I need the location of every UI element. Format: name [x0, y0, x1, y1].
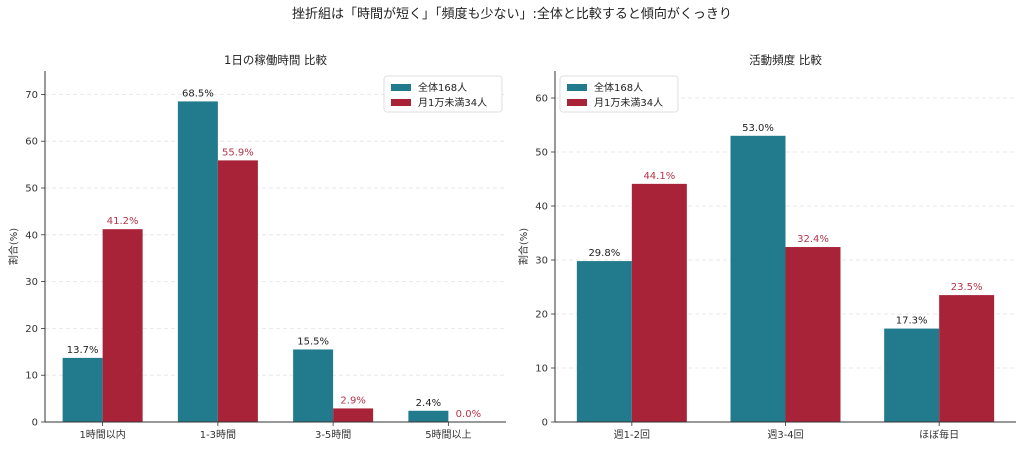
data-label: 23.5% [951, 282, 983, 293]
legend-label: 月1万未満34人 [418, 97, 487, 109]
bar-low-2 [939, 295, 995, 422]
legend-swatch [567, 84, 587, 91]
x-tick-label: 1-3時間 [200, 429, 236, 441]
legend-swatch [391, 84, 411, 91]
data-label: 13.7% [67, 345, 99, 356]
bar-all-2 [293, 349, 334, 422]
legend-label: 全体168人 [594, 81, 643, 94]
data-label: 68.5% [182, 88, 214, 99]
x-tick-label: 1時間以内 [79, 428, 125, 441]
y-tick-label: 50 [535, 148, 548, 159]
bar-all-2 [884, 328, 940, 422]
chart-panel-work-hours: 1日の稼働時間 比較 0 10 20 30 40 50 60 70 割合(%) 13.7% 41.2%… [7, 53, 506, 441]
figure-suptitle: 挫折組は「時間が短く」「頻度も少ない」:全体と比較すると傾向がくっきり [292, 6, 732, 22]
bar-low-1 [785, 247, 841, 422]
panel-title: 1日の稼働時間 比較 [224, 53, 327, 67]
bar-all-0 [62, 357, 103, 422]
data-label: 2.9% [340, 395, 365, 406]
x-tick-label: 週1-2回 [614, 429, 650, 441]
x-tick-label: 3-5時間 [315, 429, 351, 441]
legend-box [383, 75, 503, 113]
data-label: 0.0% [456, 409, 481, 420]
x-tick-label: ほぼ毎日 [919, 428, 959, 441]
y-axis-label: 割合(%) [7, 228, 20, 265]
bar-all-1 [177, 101, 218, 423]
bar-low-0 [631, 183, 687, 422]
y-axis-label: 割合(%) [517, 228, 530, 265]
data-label: 55.9% [222, 147, 254, 158]
y-tick-label: 20 [535, 310, 548, 321]
legend-swatch [567, 99, 587, 106]
legend-label: 月1万未満34人 [594, 97, 663, 109]
y-tick-label: 30 [535, 256, 548, 267]
y-tick-label: 40 [535, 202, 548, 213]
x-tick-label: 週3-4回 [767, 429, 803, 441]
bar-all-3 [408, 410, 449, 422]
legend-label: 全体168人 [418, 81, 467, 94]
data-label: 44.1% [643, 171, 675, 182]
y-tick-label: 10 [535, 364, 548, 375]
y-tick-label: 0 [32, 418, 38, 429]
bar-low-2 [333, 408, 374, 422]
panel-title: 活動頻度 比較 [749, 53, 822, 67]
y-tick-label: 0 [542, 418, 548, 429]
bar-all-1 [730, 135, 786, 423]
data-label: 53.0% [742, 123, 774, 134]
y-tick-label: 50 [25, 184, 38, 195]
y-tick-label: 60 [535, 94, 548, 105]
bar-low-0 [102, 229, 143, 422]
bar-low-1 [217, 160, 258, 422]
data-label: 32.4% [797, 234, 829, 245]
y-tick-label: 40 [25, 230, 38, 241]
chart-panel-activity-frequency: 活動頻度 比較 0 10 20 30 40 50 60 割合(%) 29.8% 44.1% 週1-2回… [517, 53, 1016, 441]
y-tick-label: 10 [25, 371, 38, 382]
data-label: 2.4% [416, 398, 441, 409]
data-label: 41.2% [107, 216, 139, 227]
legend-box [559, 75, 679, 113]
bar-all-0 [576, 261, 632, 422]
data-label: 29.8% [588, 248, 620, 259]
data-label: 15.5% [297, 336, 329, 347]
legend-swatch [391, 99, 411, 106]
x-tick-label: 5時間以上 [425, 429, 471, 441]
y-tick-label: 20 [25, 324, 38, 335]
y-tick-label: 30 [25, 277, 38, 288]
data-label: 17.3% [896, 316, 928, 327]
y-tick-label: 60 [25, 137, 38, 148]
y-tick-label: 70 [25, 90, 38, 101]
